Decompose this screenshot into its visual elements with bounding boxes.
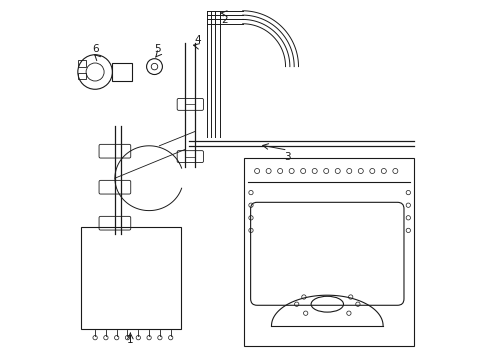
Text: 2: 2 (221, 15, 227, 25)
Text: 1: 1 (127, 335, 133, 345)
Text: 4: 4 (194, 35, 201, 45)
Text: 5: 5 (154, 44, 161, 54)
Text: 6: 6 (92, 44, 98, 54)
Text: 3: 3 (284, 152, 290, 162)
